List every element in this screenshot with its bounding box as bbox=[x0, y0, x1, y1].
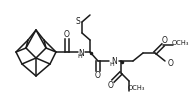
Text: N: N bbox=[111, 57, 117, 66]
Text: S: S bbox=[76, 16, 80, 25]
Text: N: N bbox=[79, 48, 84, 57]
Text: H: H bbox=[77, 54, 82, 59]
Text: O: O bbox=[95, 71, 101, 80]
Text: O: O bbox=[168, 59, 174, 68]
Text: O: O bbox=[162, 36, 168, 45]
Text: OCH₃: OCH₃ bbox=[127, 85, 145, 91]
Text: O: O bbox=[64, 30, 70, 39]
Text: H: H bbox=[110, 62, 114, 68]
Text: O: O bbox=[108, 82, 114, 91]
Text: OCH₃: OCH₃ bbox=[171, 40, 189, 46]
